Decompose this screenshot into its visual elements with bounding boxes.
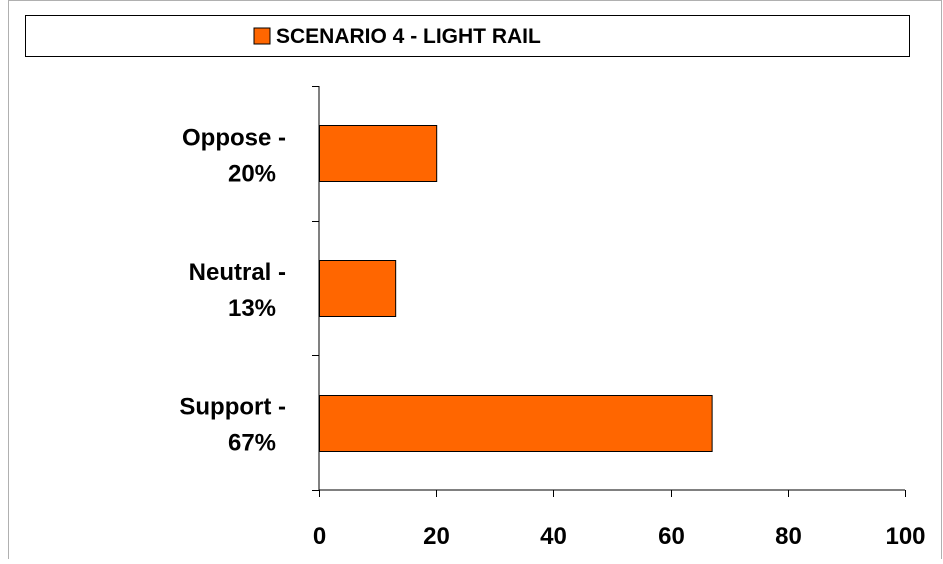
- x-tick-label: 100: [885, 523, 925, 550]
- category-percent-label: 20%: [228, 160, 276, 187]
- bar: [319, 260, 397, 317]
- x-tick-label: 40: [540, 523, 567, 550]
- plot-area: 0 20 40 60 80 100 Oppose - 20% Neutral - 13% Suppo…: [179, 86, 926, 550]
- chart-area-border: [8, 0, 942, 564]
- bar: [319, 395, 713, 452]
- legend: SCENARIO 4 - LIGHT RAIL: [25, 15, 910, 57]
- x-tick-label: 20: [423, 523, 450, 550]
- category-percent-label: 13%: [228, 295, 276, 322]
- category-label: Support -: [179, 394, 286, 421]
- category-label: Neutral -: [189, 259, 286, 286]
- category-percent-label: 67%: [228, 430, 276, 457]
- bar: [319, 125, 438, 182]
- x-tick-label: 80: [775, 523, 802, 550]
- category-label: Oppose -: [182, 124, 286, 151]
- x-tick-label: 0: [313, 523, 326, 550]
- legend-label: SCENARIO 4 - LIGHT RAIL: [276, 25, 541, 48]
- legend-swatch: [253, 27, 271, 45]
- legend-box: [25, 15, 910, 57]
- x-tick-label: 60: [658, 523, 685, 550]
